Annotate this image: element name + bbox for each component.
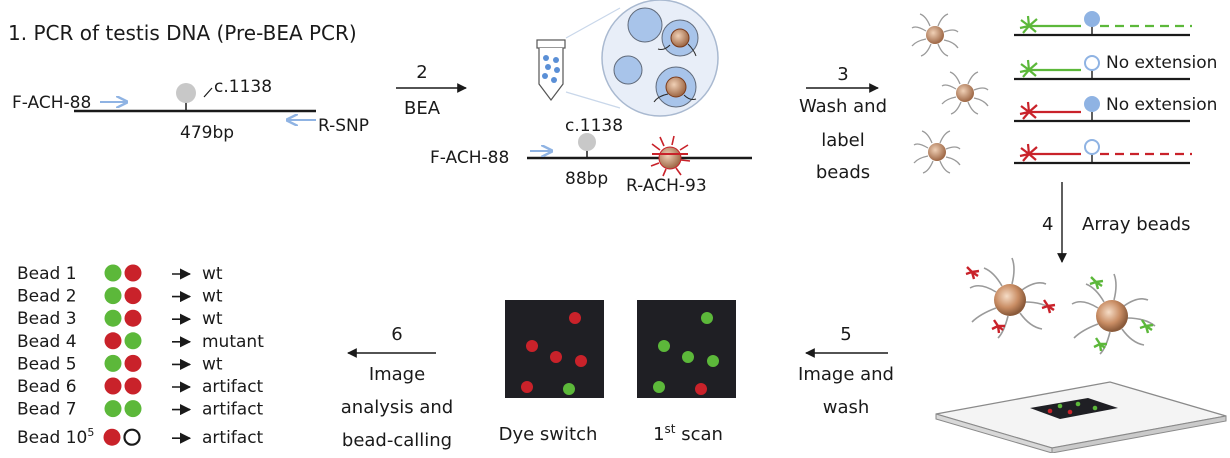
- bead-label: Bead 2: [17, 287, 77, 307]
- step6-line2: analysis and: [341, 397, 453, 418]
- dye-switch-label: Dye switch: [499, 424, 598, 445]
- strand-row-3: No extension: [1014, 95, 1217, 123]
- bead-call-result: artifact: [202, 428, 264, 448]
- step3-beads: No extension No extension: [911, 11, 1217, 174]
- bead-dot-red: [124, 377, 142, 395]
- emulsion-icon: [601, 0, 719, 117]
- bead-call-row: Bead 4 mutant: [17, 332, 264, 352]
- dye-switch-panel: Dye switch: [499, 300, 604, 445]
- bead-dot-red: [124, 287, 142, 305]
- step1-title: 1. PCR of testis DNA (Pre-BEA PCR): [8, 21, 357, 45]
- step1-size: 479bp: [180, 123, 234, 143]
- step1-forward-primer: F-ACH-88: [12, 93, 91, 113]
- bead-dot-green: [124, 400, 142, 418]
- bead-call-result: wt: [202, 264, 223, 284]
- bead-icon: [913, 130, 961, 174]
- bead-label: Bead 7: [17, 400, 77, 420]
- labelled-bead-red: [965, 257, 1056, 339]
- step3-arrow-group: 3 Wash and label beads: [799, 64, 887, 183]
- bead-call-row: Bead 7 artifact: [17, 400, 264, 420]
- step1-snp-label: c.1138: [214, 77, 272, 97]
- bead-dot-red: [124, 309, 142, 327]
- first-scan-panel: 1st scan: [637, 300, 736, 445]
- step5-number: 5: [840, 324, 851, 345]
- bead-icon: [941, 71, 989, 115]
- step4-number: 4: [1042, 214, 1053, 235]
- bead-label: Bead 5: [17, 354, 77, 374]
- bead-dot-red: [104, 332, 122, 350]
- bead-call-row: Bead 105 artifact: [17, 426, 264, 448]
- zoom-line-bottom: [565, 91, 621, 109]
- step2-reverse-primer: R-ACH-93: [626, 176, 707, 196]
- tube-icon: [536, 39, 566, 101]
- bead-label: Bead 3: [17, 309, 77, 329]
- bead-dot-empty: [123, 428, 141, 446]
- bead-label: Bead 6: [17, 377, 77, 397]
- bead-call-row: Bead 5 wt: [17, 354, 223, 374]
- labelled-bead-green: [1071, 273, 1156, 355]
- bea-snp-marker: [578, 133, 596, 151]
- bead-dot-red: [103, 428, 121, 446]
- bead-dot-red: [124, 354, 142, 372]
- no-extension-label-1: No extension: [1106, 53, 1217, 73]
- bead-label: Bead 4: [17, 332, 77, 352]
- bead-icon: [911, 13, 959, 57]
- bead-call-result: wt: [202, 287, 223, 307]
- step4-label: Array beads: [1082, 214, 1191, 235]
- bead-label: Bead 105: [17, 426, 94, 448]
- step4-arrow-group: 4 Array beads: [1042, 182, 1191, 263]
- step3-number: 3: [837, 64, 848, 85]
- step2-bea: c.1138 F-ACH-88 88bp R-ACH-93: [430, 0, 752, 196]
- step5-line2: wash: [823, 397, 870, 418]
- step2-arrow-group: 2 BEA: [396, 62, 467, 119]
- step2-size: 88bp: [565, 169, 608, 189]
- step3-line1: Wash and: [799, 96, 887, 117]
- step3-line3: beads: [816, 162, 870, 183]
- snp-pointer: [203, 87, 213, 98]
- step2-forward-primer: F-ACH-88: [430, 148, 509, 168]
- bead-call-result: wt: [202, 309, 223, 329]
- bead-call-row: Bead 1 wt: [17, 264, 223, 284]
- bead-dot-green: [104, 309, 122, 327]
- step5-arrow-group: 5 Image and wash: [798, 324, 894, 418]
- bead-call-result: wt: [202, 354, 223, 374]
- zoom-line-top: [565, 7, 621, 39]
- no-extension-label-2: No extension: [1106, 95, 1217, 115]
- slide-icon: [935, 381, 1227, 454]
- bead-label: Bead 1: [17, 264, 77, 284]
- bead-dot-green: [104, 264, 122, 282]
- bead-dot-red: [104, 377, 122, 395]
- strand-row-2: No extension: [1014, 53, 1217, 81]
- bead-call-result: artifact: [202, 377, 264, 397]
- strand-row-1: [1014, 11, 1192, 37]
- bead-call-result: mutant: [202, 332, 264, 352]
- step6-arrow-group: 6 Image analysis and bead-calling: [341, 324, 453, 451]
- snp-marker: [176, 83, 196, 103]
- bead-dot-green: [104, 354, 122, 372]
- bead-call-result: artifact: [202, 400, 264, 420]
- step1-pcr: 1. PCR of testis DNA (Pre-BEA PCR) F-ACH…: [8, 21, 369, 143]
- step2-number: 2: [416, 62, 427, 83]
- step6-line3: bead-calling: [342, 430, 452, 451]
- strand-row-4: [1014, 139, 1192, 165]
- step3-line2: label: [821, 130, 865, 151]
- step5-line1: Image and: [798, 364, 894, 385]
- step6-line1: Image: [369, 364, 425, 385]
- step2-snp-label: c.1138: [565, 116, 623, 136]
- bead-dot-red: [124, 264, 142, 282]
- step1-reverse-primer: R-SNP: [318, 116, 369, 136]
- bead-dot-green: [104, 287, 122, 305]
- bead-call-row: Bead 6 artifact: [17, 377, 264, 397]
- bea-bead-icon: [650, 135, 691, 177]
- bead-call-row: Bead 2 wt: [17, 287, 223, 307]
- bead-call-row: Bead 3 wt: [17, 309, 223, 329]
- step2-label: BEA: [404, 98, 441, 119]
- step6-number: 6: [391, 324, 402, 345]
- bead-dot-green: [104, 400, 122, 418]
- first-scan-label: 1st scan: [653, 422, 723, 445]
- bead-dot-green: [124, 332, 142, 350]
